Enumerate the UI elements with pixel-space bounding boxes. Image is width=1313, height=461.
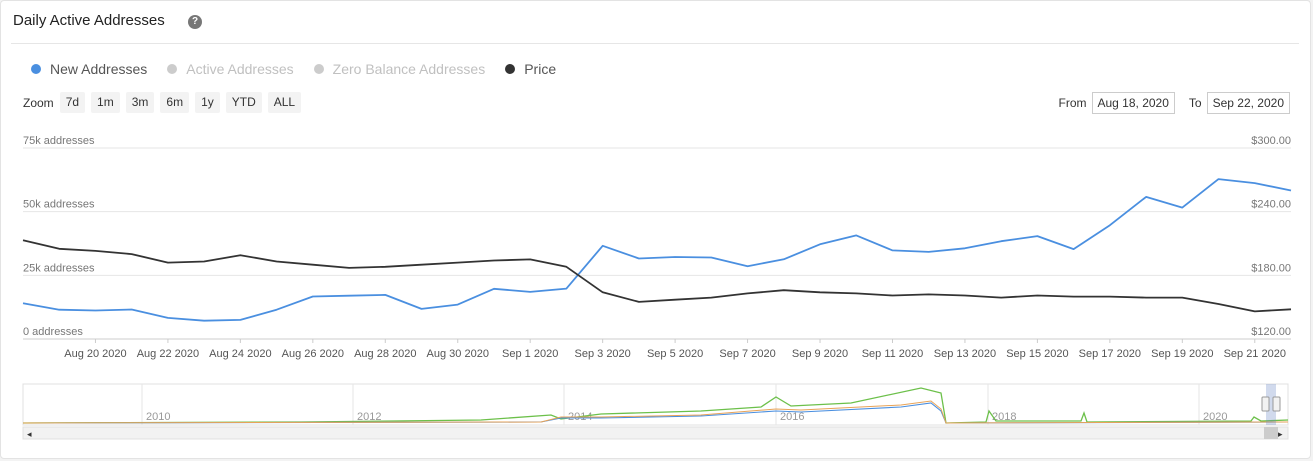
navigator-year-label: 2018	[992, 411, 1016, 423]
zoom-label: Zoom	[23, 95, 54, 110]
scroll-right-arrow-icon: ▸	[1278, 430, 1283, 440]
legend-item-price[interactable]: Price	[505, 61, 556, 77]
navigator-scrollbar-thumb	[1264, 427, 1278, 439]
x-tick-label: Sep 19 2020	[1151, 348, 1213, 360]
x-tick-label: Sep 15 2020	[1006, 348, 1068, 360]
legend-label: Active Addresses	[186, 61, 294, 77]
x-tick-label: Sep 3 2020	[575, 348, 631, 360]
legend-label: Price	[524, 61, 557, 77]
legend-item-new-addresses[interactable]: New Addresses	[31, 61, 147, 77]
from-date-input[interactable]: Aug 18, 2020	[1091, 92, 1175, 114]
x-tick-label: Aug 20 2020	[64, 348, 126, 360]
zoom-1m-button[interactable]: 1m	[91, 92, 120, 113]
legend-dot-icon	[313, 64, 324, 74]
help-icon[interactable]: ?	[188, 15, 202, 29]
legend-item-zero-balance-addresses[interactable]: Zero Balance Addresses	[313, 61, 486, 77]
y-right-tick-label: $300.00	[1251, 135, 1291, 147]
navigator-series-blue	[22, 402, 1289, 424]
scroll-left-arrow-icon: ◂	[27, 430, 32, 440]
legend-dot-icon	[167, 64, 178, 74]
legend-item-active-addresses[interactable]: Active Addresses	[167, 61, 294, 77]
navigator-selection	[1266, 384, 1276, 425]
navigator-frame	[22, 383, 1289, 426]
y-left-tick-label: 0 addresses	[23, 326, 83, 338]
navigator-right-handle	[1272, 396, 1281, 412]
navigator-series-orange	[22, 400, 1289, 424]
x-tick-label: Sep 9 2020	[792, 348, 848, 360]
to-label: To	[1188, 96, 1202, 110]
legend: New Addresses Active Addresses Zero Bala…	[31, 61, 556, 77]
navigator-scrollbar	[22, 426, 1289, 440]
series-line-price	[22, 239, 1292, 313]
series-line-new-addresses	[22, 178, 1292, 322]
y-right-tick-label: $120.00	[1251, 326, 1291, 338]
y-left-tick-label: 50k addresses	[23, 199, 95, 211]
x-tick-label: Aug 22 2020	[137, 348, 199, 360]
x-tick-label: Sep 1 2020	[502, 348, 558, 360]
x-tick-label: Sep 7 2020	[719, 348, 775, 360]
x-tick-label: Aug 28 2020	[354, 348, 416, 360]
zoom-6m-button[interactable]: 6m	[160, 92, 190, 113]
navigator-left-handle	[1261, 396, 1270, 412]
from-label: From	[1058, 96, 1087, 110]
legend-dot-icon	[31, 64, 41, 74]
x-tick-label: Aug 26 2020	[282, 348, 344, 360]
navigator-year-label: 2010	[146, 411, 170, 423]
zoom-7d-button[interactable]: 7d	[59, 92, 86, 113]
x-tick-label: Aug 30 2020	[427, 348, 489, 360]
y-left-tick-label: 25k addresses	[23, 262, 95, 274]
y-left-tick-label: 75k addresses	[23, 135, 95, 147]
header-divider	[11, 43, 1299, 44]
zoom-1y-button[interactable]: 1y	[195, 92, 220, 113]
zoom-ytd-button[interactable]: YTD	[225, 92, 262, 113]
x-tick-label: Sep 21 2020	[1224, 348, 1286, 360]
x-tick-label: Aug 24 2020	[209, 348, 271, 360]
legend-dot-icon	[505, 64, 516, 74]
navigator-year-label: 2020	[1203, 411, 1227, 423]
legend-label: New Addresses	[50, 61, 148, 77]
zoom-3m-button[interactable]: 3m	[125, 92, 155, 113]
navigator-year-label: 2016	[780, 411, 804, 423]
date-range: From Aug 18, 2020 To Sep 22, 2020	[1058, 92, 1290, 114]
zoom-all-button[interactable]: ALL	[267, 92, 302, 113]
zoom-controls: Zoom 7d 1m 3m 6m 1y YTD ALL	[23, 92, 307, 113]
to-date-input[interactable]: Sep 22, 2020	[1206, 92, 1290, 114]
x-tick-label: Sep 13 2020	[934, 348, 996, 360]
chart-title: Daily Active Addresses	[13, 12, 165, 29]
navigator-year-label: 2012	[357, 411, 381, 423]
x-tick-label: Sep 11 2020	[862, 348, 924, 360]
y-right-tick-label: $240.00	[1251, 199, 1291, 211]
x-tick-label: Sep 17 2020	[1079, 348, 1141, 360]
x-tick-label: Sep 5 2020	[647, 348, 703, 360]
legend-label: Zero Balance Addresses	[332, 61, 486, 77]
y-right-tick-label: $180.00	[1251, 262, 1291, 274]
